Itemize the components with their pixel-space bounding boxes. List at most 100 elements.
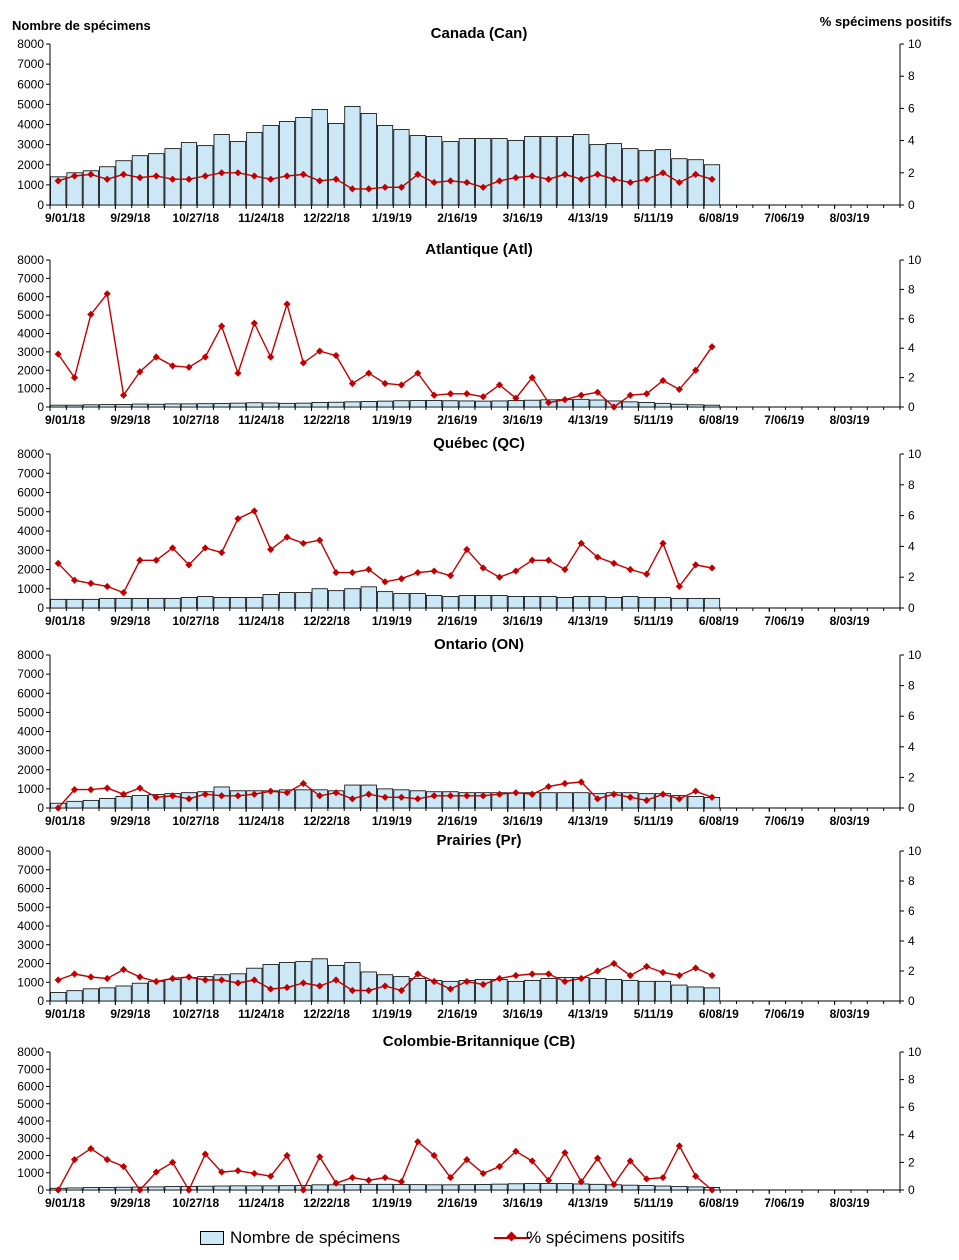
left-tick-label: 8000 (17, 37, 44, 51)
x-tick-label: 11/24/18 (238, 1196, 284, 1210)
positivity-point (593, 795, 602, 803)
x-tick-label: 3/16/19 (503, 814, 543, 828)
specimen-bar (262, 402, 279, 408)
specimen-bar (360, 971, 377, 1002)
positivity-point (626, 391, 634, 399)
positivity-point (692, 1172, 700, 1180)
specimen-bar (638, 597, 655, 609)
right-tick-label: 0 (908, 994, 915, 1008)
positivity-point (626, 971, 634, 980)
positivity-point (70, 172, 79, 180)
positivity-point (561, 565, 569, 574)
specimen-bar (115, 160, 132, 206)
specimen-bar (605, 597, 623, 609)
specimen-bar (442, 596, 459, 609)
positivity-point (87, 170, 95, 179)
specimen-bar (540, 978, 557, 1002)
specimen-bar (393, 593, 410, 609)
page-header: Nombre de spécimens % spécimens positifs (0, 0, 959, 40)
x-tick-label: 9/01/18 (45, 614, 85, 628)
positivity-point (708, 971, 716, 980)
specimen-bar (229, 597, 247, 609)
specimen-bar (131, 982, 148, 1002)
positivity-point (446, 390, 455, 398)
left-tick-label: 7000 (17, 271, 44, 285)
specimen-bar (556, 136, 573, 206)
specimen-bar (589, 399, 606, 408)
specimen-bar (246, 402, 263, 408)
positivity-point (692, 561, 700, 569)
specimen-bar (687, 404, 704, 408)
specimen-bar (507, 140, 524, 206)
left-tick-label: 5000 (17, 97, 44, 111)
specimen-bar (540, 596, 557, 609)
positivity-point (103, 784, 111, 792)
positivity-point (512, 174, 520, 182)
specimen-bar (671, 1186, 688, 1191)
x-tick-label: 4/13/19 (568, 413, 608, 427)
left-tick-label: 8000 (17, 1045, 44, 1059)
positivity-point (218, 976, 226, 984)
chart-title: Colombie-Britannique (CB) (383, 1033, 576, 1050)
left-tick-label: 2000 (17, 158, 44, 172)
right-tick-label: 0 (908, 1183, 915, 1197)
x-tick-label: 2/16/19 (437, 413, 477, 427)
specimen-bar (573, 398, 590, 408)
left-tick-label: 2000 (17, 957, 44, 971)
positivity-point (136, 784, 144, 792)
left-tick-label: 4000 (17, 919, 44, 933)
specimen-bar (638, 402, 655, 408)
positivity-point (577, 1178, 585, 1186)
left-tick-label: 3000 (17, 744, 44, 758)
specimen-bar (50, 404, 67, 408)
positivity-point (626, 178, 634, 187)
x-tick-label: 8/03/19 (830, 211, 870, 225)
left-tick-label: 7000 (17, 667, 44, 681)
left-tick-label: 0 (37, 400, 44, 414)
chart-panel: Québec (QC) 0 1000 2000 3000 4000 5000 6000 7000… (0, 424, 959, 628)
positivity-point (119, 965, 128, 974)
specimen-bar (556, 597, 573, 609)
left-tick-label: 3000 (17, 138, 44, 152)
positivity-point (463, 178, 471, 187)
specimen-bar (246, 1185, 263, 1191)
specimen-bar (654, 1185, 672, 1191)
left-axis-title: Nombre de spécimens (12, 18, 151, 33)
positivity-point (299, 170, 307, 179)
positivity-point (512, 789, 520, 797)
x-tick-label: 9/29/18 (110, 211, 150, 225)
positivity-point (119, 170, 128, 179)
right-tick-label: 10 (908, 1045, 922, 1059)
x-tick-label: 6/08/19 (699, 1196, 739, 1210)
specimen-bar (458, 1184, 475, 1191)
specimen-bar (327, 401, 345, 408)
right-tick-label: 0 (908, 400, 915, 414)
left-tick-label: 4000 (17, 1114, 44, 1128)
positivity-point (70, 970, 79, 978)
specimen-bar (295, 592, 312, 609)
positivity-point (561, 170, 569, 179)
positivity-point (152, 977, 160, 986)
left-tick-label: 3000 (17, 1131, 44, 1145)
specimen-bar (131, 795, 148, 809)
positivity-point (316, 982, 324, 990)
x-tick-label: 5/11/19 (634, 1007, 674, 1021)
specimen-bar (475, 1184, 492, 1191)
specimen-bar (540, 792, 557, 809)
positivity-point (250, 976, 258, 984)
positivity-point (512, 1147, 520, 1155)
x-tick-label: 9/01/18 (45, 814, 85, 828)
specimen-bar (556, 977, 573, 1002)
x-tick-label: 9/01/18 (45, 1196, 85, 1210)
specimen-bar (654, 402, 672, 408)
specimen-bar (148, 403, 165, 408)
positivity-point (381, 982, 389, 990)
x-tick-label: 7/06/19 (764, 814, 804, 828)
x-tick-label: 11/24/18 (238, 413, 284, 427)
specimen-bar (115, 1186, 132, 1191)
x-tick-label: 8/03/19 (830, 1196, 870, 1210)
positivity-point (70, 1156, 79, 1164)
specimen-bar (344, 401, 361, 408)
positivity-point (54, 1186, 62, 1194)
x-tick-label: 7/06/19 (764, 1196, 804, 1210)
